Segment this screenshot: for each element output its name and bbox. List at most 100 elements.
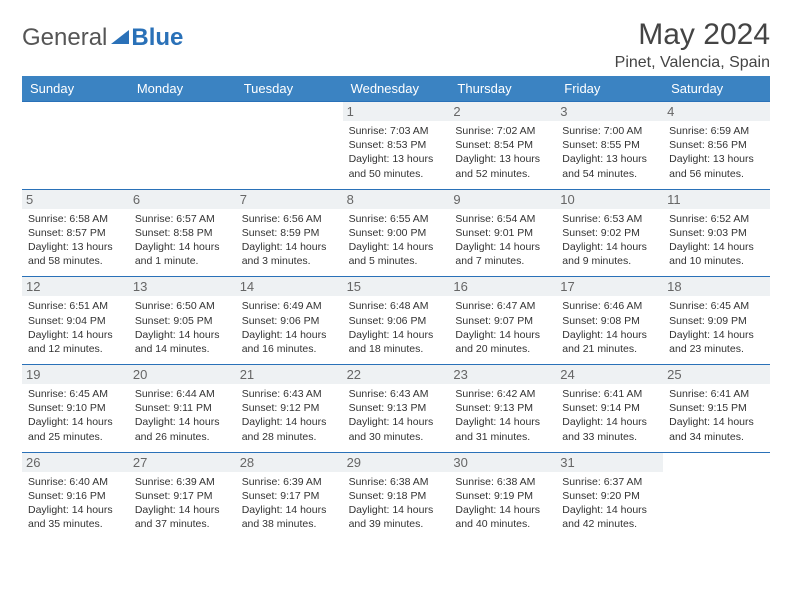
empty-cell — [22, 101, 129, 189]
day-detail-line: and 3 minutes. — [242, 254, 337, 268]
day-detail-line: Sunrise: 6:54 AM — [455, 212, 550, 226]
day-detail-line: Sunrise: 6:56 AM — [242, 212, 337, 226]
weekday-header: Thursday — [449, 76, 556, 101]
day-detail-line: Daylight: 14 hours — [349, 415, 444, 429]
day-detail-line: Sunset: 9:09 PM — [669, 314, 764, 328]
day-cell: 28Sunrise: 6:39 AMSunset: 9:17 PMDayligh… — [236, 452, 343, 540]
day-detail-line: Daylight: 14 hours — [562, 240, 657, 254]
day-detail-line: Sunset: 8:55 PM — [562, 138, 657, 152]
day-detail-line: and 39 minutes. — [349, 517, 444, 531]
day-detail-line: and 37 minutes. — [135, 517, 230, 531]
day-number: 14 — [236, 277, 343, 296]
day-number: 19 — [22, 365, 129, 384]
day-detail-line: Sunrise: 6:58 AM — [28, 212, 123, 226]
day-detail-line: Daylight: 14 hours — [242, 503, 337, 517]
day-number: 27 — [129, 453, 236, 472]
day-detail-line: and 23 minutes. — [669, 342, 764, 356]
day-cell: 7Sunrise: 6:56 AMSunset: 8:59 PMDaylight… — [236, 189, 343, 277]
day-detail-line: Daylight: 14 hours — [135, 240, 230, 254]
header-row: General Blue May 2024 Pinet, Valencia, S… — [22, 18, 770, 72]
day-detail-line: Sunrise: 6:41 AM — [669, 387, 764, 401]
day-detail-line: Sunrise: 7:02 AM — [455, 124, 550, 138]
day-detail-line: Daylight: 14 hours — [455, 328, 550, 342]
day-detail-line: and 28 minutes. — [242, 430, 337, 444]
day-detail-line: Sunset: 9:17 PM — [135, 489, 230, 503]
day-detail-line: Sunset: 8:56 PM — [669, 138, 764, 152]
day-detail-line: Sunset: 9:18 PM — [349, 489, 444, 503]
day-detail-line: Sunrise: 6:41 AM — [562, 387, 657, 401]
day-cell: 8Sunrise: 6:55 AMSunset: 9:00 PMDaylight… — [343, 189, 450, 277]
day-number: 10 — [556, 190, 663, 209]
weekday-header: Sunday — [22, 76, 129, 101]
day-detail-line: Daylight: 13 hours — [349, 152, 444, 166]
day-number: 29 — [343, 453, 450, 472]
day-detail-line: and 54 minutes. — [562, 167, 657, 181]
day-detail-line: Daylight: 14 hours — [242, 415, 337, 429]
day-detail-line: Sunset: 8:58 PM — [135, 226, 230, 240]
day-detail-line: Sunrise: 6:38 AM — [349, 475, 444, 489]
day-detail-line: Daylight: 14 hours — [135, 503, 230, 517]
day-detail-line: and 16 minutes. — [242, 342, 337, 356]
day-detail-line: and 14 minutes. — [135, 342, 230, 356]
day-detail-line: Daylight: 14 hours — [455, 503, 550, 517]
day-detail-line: Sunset: 9:13 PM — [349, 401, 444, 415]
day-detail-line: Sunset: 8:59 PM — [242, 226, 337, 240]
day-cell: 10 Sunrise: 6:53 AMSunset: 9:02 PMDayligh… — [556, 189, 663, 277]
weekday-header: Friday — [556, 76, 663, 101]
day-detail-line: and 35 minutes. — [28, 517, 123, 531]
day-detail-line: Daylight: 14 hours — [669, 240, 764, 254]
day-detail-line: Sunset: 9:20 PM — [562, 489, 657, 503]
weekday-header: Tuesday — [236, 76, 343, 101]
day-number: 13 — [129, 277, 236, 296]
day-cell: 19Sunrise: 6:45 AMSunset: 9:10 PMDayligh… — [22, 364, 129, 452]
day-detail-line: and 10 minutes. — [669, 254, 764, 268]
day-detail-line: and 25 minutes. — [28, 430, 123, 444]
day-detail-line: Daylight: 14 hours — [669, 328, 764, 342]
day-detail-line: Sunrise: 6:53 AM — [562, 212, 657, 226]
day-number: 12 — [22, 277, 129, 296]
day-detail-line: Sunset: 9:12 PM — [242, 401, 337, 415]
day-cell: 20Sunrise: 6:44 AMSunset: 9:11 PMDayligh… — [129, 364, 236, 452]
day-detail-line: Sunset: 9:06 PM — [349, 314, 444, 328]
day-cell: 12Sunrise: 6:51 AMSunset: 9:04 PMDayligh… — [22, 276, 129, 364]
logo-word-2: Blue — [131, 24, 183, 52]
day-cell: 30Sunrise: 6:38 AMSunset: 9:19 PMDayligh… — [449, 452, 556, 540]
day-detail-line: and 31 minutes. — [455, 430, 550, 444]
day-detail-line: Daylight: 14 hours — [455, 240, 550, 254]
day-cell: 23Sunrise: 6:42 AMSunset: 9:13 PMDayligh… — [449, 364, 556, 452]
day-detail-line: and 1 minute. — [135, 254, 230, 268]
day-detail-line: Sunset: 9:02 PM — [562, 226, 657, 240]
day-detail-line: and 5 minutes. — [349, 254, 444, 268]
day-number: 25 — [663, 365, 770, 384]
day-detail-line: Sunrise: 6:47 AM — [455, 299, 550, 313]
day-detail-line: Sunset: 9:17 PM — [242, 489, 337, 503]
day-detail-line: Sunrise: 6:50 AM — [135, 299, 230, 313]
day-number: 20 — [129, 365, 236, 384]
day-number: 21 — [236, 365, 343, 384]
day-number: 23 — [449, 365, 556, 384]
day-detail-line: Daylight: 13 hours — [28, 240, 123, 254]
day-detail-line: and 58 minutes. — [28, 254, 123, 268]
day-cell: 18Sunrise: 6:45 AMSunset: 9:09 PMDayligh… — [663, 276, 770, 364]
day-detail-line: Sunrise: 7:03 AM — [349, 124, 444, 138]
day-cell: 9Sunrise: 6:54 AMSunset: 9:01 PMDaylight… — [449, 189, 556, 277]
day-detail-line: and 50 minutes. — [349, 167, 444, 181]
day-detail-line: and 30 minutes. — [349, 430, 444, 444]
day-detail-line: and 56 minutes. — [669, 167, 764, 181]
day-detail-line: Sunrise: 6:48 AM — [349, 299, 444, 313]
day-detail-line: Sunrise: 6:45 AM — [28, 387, 123, 401]
day-cell: 3Sunrise: 7:00 AMSunset: 8:55 PMDaylight… — [556, 101, 663, 189]
empty-cell — [129, 101, 236, 189]
day-detail-line: Daylight: 14 hours — [28, 503, 123, 517]
day-number: 18 — [663, 277, 770, 296]
day-detail-line: and 20 minutes. — [455, 342, 550, 356]
day-cell: 16Sunrise: 6:47 AMSunset: 9:07 PMDayligh… — [449, 276, 556, 364]
day-cell: 25Sunrise: 6:41 AMSunset: 9:15 PMDayligh… — [663, 364, 770, 452]
day-cell: 29Sunrise: 6:38 AMSunset: 9:18 PMDayligh… — [343, 452, 450, 540]
day-detail-line: Sunset: 9:16 PM — [28, 489, 123, 503]
day-number: 9 — [449, 190, 556, 209]
day-detail-line: Sunrise: 6:43 AM — [242, 387, 337, 401]
day-detail-line: Sunrise: 7:00 AM — [562, 124, 657, 138]
day-detail-line: Daylight: 14 hours — [562, 328, 657, 342]
day-detail-line: Daylight: 14 hours — [562, 503, 657, 517]
